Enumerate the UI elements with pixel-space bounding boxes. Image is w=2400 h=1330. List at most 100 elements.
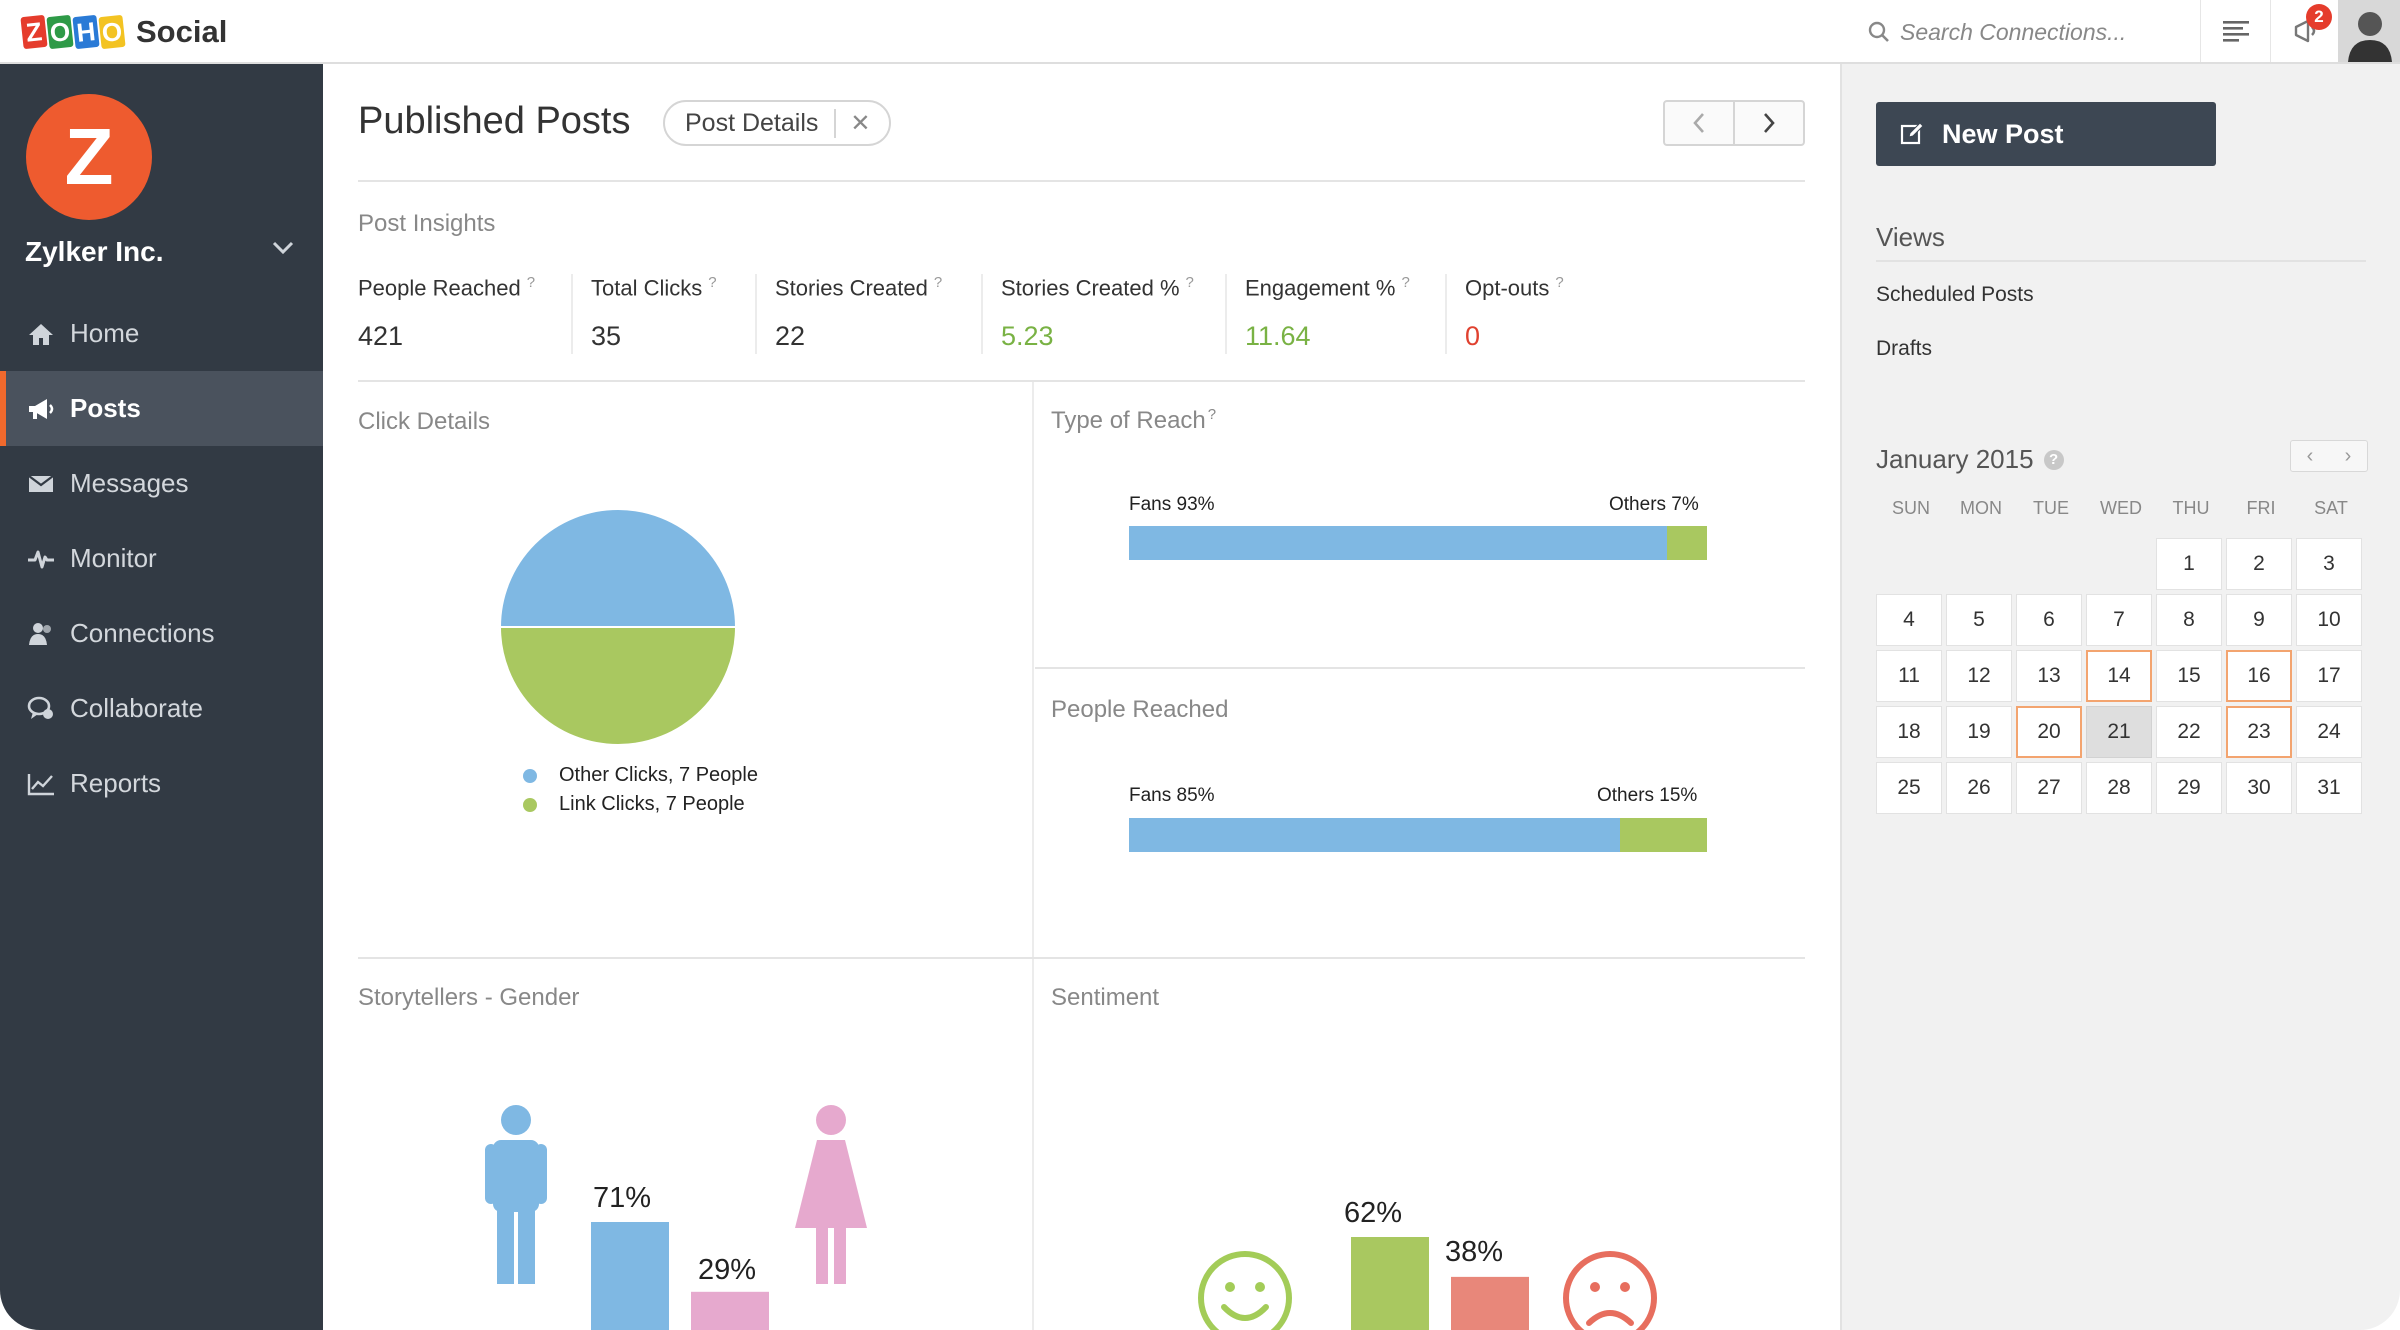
reach-fans-segment[interactable]: [1129, 526, 1667, 560]
user-avatar[interactable]: [2338, 0, 2400, 62]
next-button[interactable]: [1733, 102, 1803, 144]
people-fans-segment[interactable]: [1129, 818, 1621, 852]
calendar-day[interactable]: 30: [2226, 762, 2292, 814]
calendar-day[interactable]: 8: [2156, 594, 2222, 646]
view-link-drafts[interactable]: Drafts: [1876, 337, 1933, 360]
calendar-day[interactable]: 29: [2156, 762, 2222, 814]
weekday-label: MON: [1960, 498, 2002, 518]
calendar-day[interactable]: 7: [2086, 594, 2152, 646]
insights-title: Post Insights: [358, 210, 496, 237]
menu-button[interactable]: [2200, 0, 2270, 62]
search-input[interactable]: Search Connections...: [1868, 14, 2126, 50]
sidebar-item-monitor[interactable]: Monitor: [0, 521, 323, 596]
help-icon[interactable]: ?: [2043, 449, 2064, 470]
calendar-day[interactable]: 31: [2296, 762, 2362, 814]
calendar-day[interactable]: 28: [2086, 762, 2152, 814]
female-figure-icon: [795, 1105, 867, 1284]
post-details-chip[interactable]: Post Details ✕: [663, 100, 891, 146]
help-icon[interactable]: ?: [526, 274, 536, 291]
megaphone-icon: [29, 398, 54, 419]
pie-slice-other-clicks[interactable]: [498, 508, 738, 628]
calendar-day[interactable]: 9: [2226, 594, 2292, 646]
sidebar-item-label: Messages: [70, 468, 189, 498]
calendar-day[interactable]: 23: [2226, 706, 2292, 758]
help-icon[interactable]: ?: [1401, 274, 1410, 291]
page-title: Published Posts: [358, 100, 631, 142]
org-name[interactable]: Zylker Inc.: [25, 236, 164, 267]
new-post-button[interactable]: New Post: [1876, 102, 2216, 166]
chevron-right-icon: [1764, 113, 1775, 133]
org-logo[interactable]: Z: [26, 94, 152, 220]
calendar-day[interactable]: 11: [1876, 650, 1942, 702]
frown-face-icon: [1563, 1251, 1657, 1330]
home-icon: [29, 323, 53, 345]
calendar-day[interactable]: 20: [2016, 706, 2082, 758]
reach-others-segment[interactable]: [1666, 526, 1707, 560]
logo-letter: Z: [20, 14, 48, 50]
calendar-day[interactable]: 2: [2226, 538, 2292, 590]
calendar-day[interactable]: 6: [2016, 594, 2082, 646]
smile-face-icon: [1198, 1251, 1292, 1330]
sidebar-item-connections[interactable]: Connections: [0, 596, 323, 671]
metric-value: 5.23: [1001, 321, 1054, 352]
user-photo-icon: [2338, 0, 2400, 62]
metric-value: 22: [775, 321, 806, 352]
calendar-day[interactable]: 3: [2296, 538, 2362, 590]
list-menu-icon: [2222, 21, 2249, 42]
calendar-day[interactable]: 21: [2086, 706, 2152, 758]
weekday-label: TUE: [2033, 498, 2069, 518]
previous-button[interactable]: [1665, 102, 1733, 144]
calendar-day[interactable]: 22: [2156, 706, 2222, 758]
people-others-segment[interactable]: [1620, 818, 1707, 852]
calendar-day[interactable]: 27: [2016, 762, 2082, 814]
sentiment-bar-chart: [1351, 1237, 1529, 1330]
gender-bar-chart: [591, 1222, 769, 1330]
calendar-day[interactable]: 25: [1876, 762, 1942, 814]
logo-letter: O: [98, 14, 126, 50]
sidebar-item-posts[interactable]: Posts: [0, 371, 323, 446]
calendar-day[interactable]: 5: [1946, 594, 2012, 646]
help-icon[interactable]: ?: [933, 274, 943, 291]
view-link-scheduled-posts[interactable]: Scheduled Posts: [1876, 283, 2034, 306]
notifications-button[interactable]: 2: [2270, 0, 2340, 62]
calendar-day[interactable]: 16: [2226, 650, 2292, 702]
help-icon[interactable]: ?: [1555, 274, 1564, 291]
calendar-empty-cell: [2086, 538, 2152, 590]
calendar-day[interactable]: 13: [2016, 650, 2082, 702]
pie-slice-link-clicks[interactable]: [498, 626, 738, 746]
calendar-day[interactable]: 17: [2296, 650, 2362, 702]
sidebar-item-reports[interactable]: Reports: [0, 746, 323, 821]
male-bar[interactable]: [591, 1222, 669, 1330]
search-placeholder: Search Connections...: [1900, 18, 2127, 45]
calendar-next-button[interactable]: ›: [2344, 444, 2352, 467]
calendar-empty-cell: [1946, 538, 2012, 590]
sidebar-item-home[interactable]: Home: [0, 296, 323, 371]
help-icon[interactable]: ?: [708, 274, 717, 291]
sidebar-item-collaborate[interactable]: Collaborate: [0, 671, 323, 746]
divider: [1032, 382, 1034, 1330]
calendar-day[interactable]: 12: [1946, 650, 2012, 702]
calendar-day[interactable]: 10: [2296, 594, 2362, 646]
calendar-day[interactable]: 1: [2156, 538, 2222, 590]
calendar-day[interactable]: 24: [2296, 706, 2362, 758]
help-icon[interactable]: ?: [1185, 274, 1194, 291]
envelope-icon: [28, 474, 54, 492]
negative-bar[interactable]: [1451, 1276, 1529, 1330]
calendar-day[interactable]: 18: [1876, 706, 1942, 758]
female-bar[interactable]: [691, 1291, 769, 1330]
calendar-day[interactable]: 19: [1946, 706, 2012, 758]
legend-item: Other Clicks, 7 People: [523, 764, 758, 787]
help-icon[interactable]: ?: [1207, 406, 1217, 423]
chevron-down-icon[interactable]: [272, 240, 294, 256]
zoho-social-logo[interactable]: Z O H O Social: [20, 12, 227, 52]
positive-bar[interactable]: [1351, 1237, 1429, 1330]
calendar-day[interactable]: 15: [2156, 650, 2222, 702]
calendar-prev-button[interactable]: ‹: [2306, 444, 2314, 467]
search-icon: [1868, 21, 1889, 42]
calendar-day[interactable]: 26: [1946, 762, 2012, 814]
calendar-day[interactable]: 4: [1876, 594, 1942, 646]
metric-label: Stories Created: [775, 275, 928, 301]
calendar-day[interactable]: 14: [2086, 650, 2152, 702]
sidebar-item-messages[interactable]: Messages: [0, 446, 323, 521]
close-icon[interactable]: ✕: [834, 108, 871, 138]
